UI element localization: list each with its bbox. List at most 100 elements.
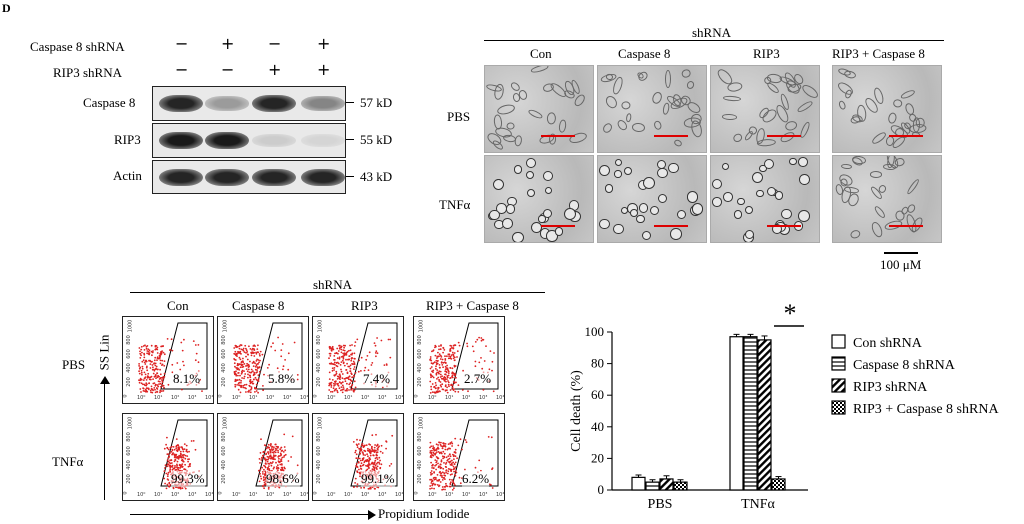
flow-event-dot	[429, 446, 431, 449]
flow-event-dot	[246, 351, 249, 353]
flow-event-dot	[430, 456, 433, 458]
flow-x-tick: 10⁰	[327, 492, 336, 498]
flow-event-dot	[333, 382, 335, 385]
flow-event-dot	[158, 357, 161, 360]
flow-event-dot	[446, 386, 448, 389]
micro-header-line	[484, 40, 944, 41]
flow-event-dot	[273, 466, 275, 469]
flow-event-dot	[235, 379, 237, 382]
flow-event-dot	[439, 358, 442, 360]
flow-event-dot	[448, 461, 451, 464]
flow-event-dot	[377, 446, 380, 449]
flow-event-dot	[243, 363, 246, 365]
flow-event-dot	[138, 372, 141, 375]
flow-event-dot	[284, 453, 287, 456]
flow-event-dot	[444, 389, 447, 392]
flow-event-dot	[450, 470, 453, 473]
flow-event-dot	[248, 389, 250, 392]
cell-shape	[892, 98, 903, 108]
cell-shape	[527, 108, 544, 120]
flow-event-dot	[432, 371, 434, 373]
flow-event-dot	[154, 388, 156, 391]
flow-gate-outline	[233, 322, 303, 394]
micro-scale-bar	[767, 135, 801, 137]
flow-event-dot	[192, 340, 195, 342]
flow-event-dot	[258, 370, 261, 373]
flow-event-dot	[446, 375, 449, 377]
flow-event-dot	[236, 384, 238, 386]
flow-event-dot	[273, 450, 276, 453]
micro-scale-bar	[767, 225, 801, 227]
significance-star: *	[784, 300, 797, 328]
flow-event-dot	[161, 359, 164, 362]
flow-event-dot	[458, 344, 461, 347]
flow-event-dot	[153, 387, 156, 389]
flow-event-dot	[236, 355, 238, 357]
flow-event-dot	[353, 380, 356, 383]
flow-event-dot	[454, 470, 457, 472]
flow-event-dot	[491, 487, 494, 489]
flow-event-dot	[156, 359, 158, 361]
flow-event-dot	[440, 441, 442, 444]
flow-x-tick: 10²	[266, 395, 275, 401]
cell-shape	[615, 158, 623, 167]
flow-event-dot	[434, 367, 437, 370]
cell-shape	[731, 132, 744, 145]
y-tick-label: 60	[591, 387, 604, 402]
micro-image	[484, 65, 594, 153]
flow-event-dot	[441, 447, 444, 450]
flow-event-dot	[391, 434, 394, 437]
flow-event-dot	[430, 362, 433, 365]
flow-event-dot	[478, 459, 481, 462]
flow-event-dot	[376, 458, 379, 460]
cell-shape	[601, 122, 614, 135]
flow-event-dot	[350, 384, 353, 387]
legend-swatch	[831, 334, 846, 349]
flow-event-dot	[233, 347, 236, 349]
flow-event-dot	[430, 482, 433, 484]
flow-event-dot	[360, 462, 363, 465]
flow-event-dot	[440, 452, 443, 455]
flow-event-dot	[444, 378, 447, 380]
flow-event-dot	[445, 367, 448, 369]
flow-event-dot	[432, 369, 435, 372]
flow-event-dot	[448, 478, 451, 481]
flow-event-dot	[443, 462, 445, 464]
flow-event-dot	[247, 353, 249, 356]
legend-swatch	[831, 378, 846, 393]
flow-event-dot	[154, 375, 157, 378]
flow-event-dot	[434, 459, 437, 461]
flow-event-dot	[140, 382, 143, 385]
flow-event-dot	[490, 436, 493, 439]
flow-event-dot	[344, 380, 347, 383]
flow-event-dot	[267, 446, 270, 449]
chart-axes: 0 20 40 60 80 100 Cell death (%) PBS TNFα	[569, 324, 808, 512]
flow-event-dot	[150, 375, 153, 378]
flow-event-dot	[431, 350, 433, 353]
flow-event-dot	[431, 391, 434, 393]
flow-event-dot	[146, 376, 149, 379]
flow-event-dot	[353, 389, 356, 391]
flow-percentage: 2.7%	[464, 371, 492, 387]
flow-event-dot	[183, 338, 185, 341]
flow-event-dot	[338, 387, 341, 390]
cell-shape	[789, 157, 797, 166]
flow-event-dot	[447, 383, 450, 386]
flow-event-dot	[166, 436, 168, 439]
flow-event-dot	[342, 357, 345, 360]
cell-shape	[672, 138, 683, 148]
flow-event-dot	[165, 487, 168, 490]
flow-event-dot	[296, 374, 299, 376]
flow-event-dot	[454, 344, 457, 347]
flow-event-dot	[179, 465, 182, 468]
flow-event-dot	[441, 471, 444, 474]
flow-event-dot	[275, 445, 278, 448]
flow-event-dot	[293, 341, 296, 344]
flow-event-dot	[265, 447, 268, 450]
flow-event-dot	[146, 369, 149, 372]
flow-event-dot	[353, 357, 356, 360]
flow-event-dot	[471, 345, 474, 348]
cell-shape	[691, 202, 704, 215]
flow-event-dot	[154, 391, 157, 394]
flow-event-dot	[184, 454, 187, 457]
